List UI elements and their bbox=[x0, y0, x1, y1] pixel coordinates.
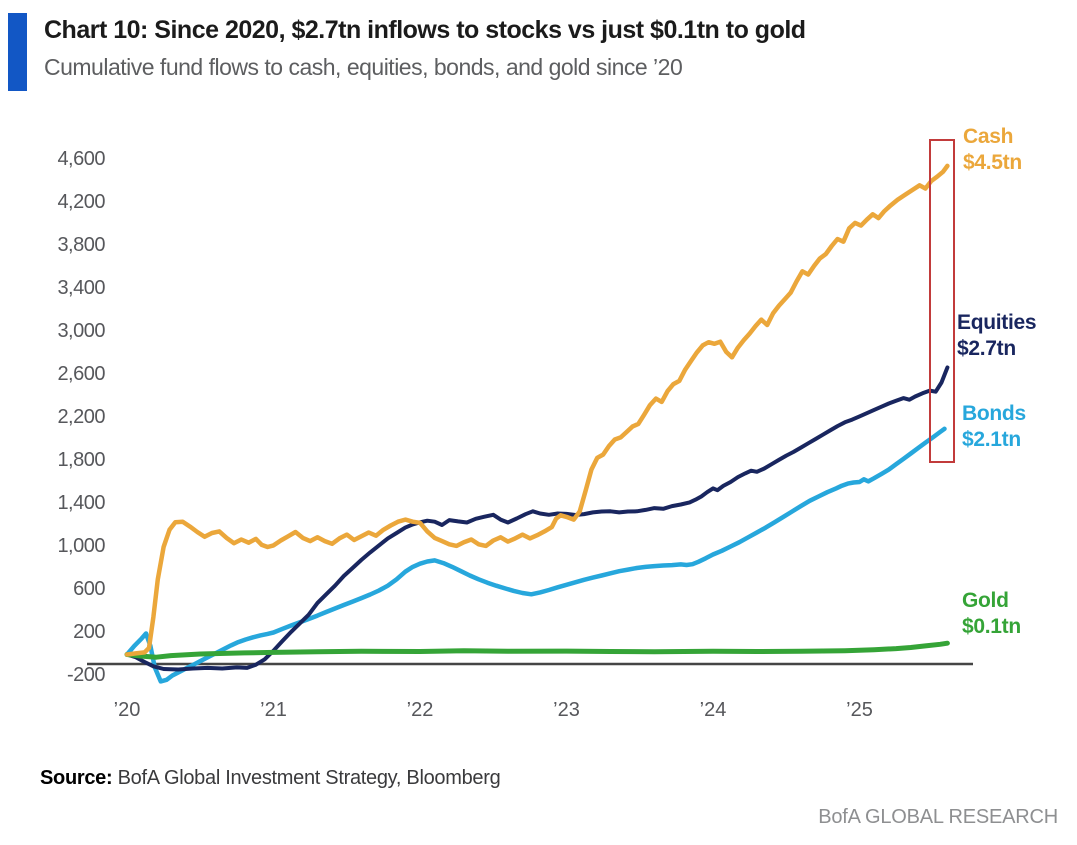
equities-series-name: Equities bbox=[957, 311, 1037, 334]
source-line: Source: BofA Global Investment Strategy,… bbox=[40, 767, 501, 790]
y-axis-tick-label: 4,600 bbox=[57, 148, 105, 170]
x-axis-tick-label: ’25 bbox=[846, 699, 873, 721]
x-axis-tick-label: ’23 bbox=[553, 699, 580, 721]
equities-series-label: Equities $2.7tn bbox=[957, 310, 1037, 362]
chart-title: Chart 10: Since 2020, $2.7tn inflows to … bbox=[44, 16, 806, 44]
y-axis-tick-label: 4,200 bbox=[57, 191, 105, 213]
y-axis-tick-label: 3,000 bbox=[57, 320, 105, 342]
y-axis-tick-label: 3,400 bbox=[57, 277, 105, 299]
y-axis-tick-label: 3,800 bbox=[57, 234, 105, 256]
source-label: Source: bbox=[40, 767, 113, 789]
y-axis-tick-label: 600 bbox=[73, 578, 105, 600]
bonds-series-value: $2.1tn bbox=[962, 428, 1021, 451]
y-axis-tick-label: 2,200 bbox=[57, 406, 105, 428]
accent-bar bbox=[8, 13, 27, 91]
y-axis-tick-label: 200 bbox=[73, 621, 105, 643]
y-axis-tick-label: 1,800 bbox=[57, 449, 105, 471]
highlight-box bbox=[929, 139, 955, 463]
cash-series-value: $4.5tn bbox=[963, 151, 1022, 174]
x-axis-tick-label: ’21 bbox=[260, 699, 287, 721]
gold-series-value: $0.1tn bbox=[962, 615, 1021, 638]
y-axis-tick-label: 1,000 bbox=[57, 535, 105, 557]
x-axis-tick-label: ’24 bbox=[699, 699, 727, 721]
y-axis-tick-label: 2,600 bbox=[57, 363, 105, 385]
bonds-series-name: Bonds bbox=[962, 402, 1026, 425]
equities-series-value: $2.7tn bbox=[957, 337, 1016, 360]
x-axis-tick-label: ’20 bbox=[113, 699, 141, 721]
chart-subtitle: Cumulative fund flows to cash, equities,… bbox=[44, 54, 683, 80]
x-axis-tick-label: ’22 bbox=[406, 699, 434, 721]
cash-series-label: Cash $4.5tn bbox=[963, 124, 1022, 176]
y-axis-tick-label: -200 bbox=[66, 664, 106, 686]
brand-mark: BofA GLOBAL RESEARCH bbox=[818, 806, 1058, 828]
gold-series-label: Gold $0.1tn bbox=[962, 588, 1021, 640]
gold-series-name: Gold bbox=[962, 589, 1009, 612]
cash-series-name: Cash bbox=[963, 125, 1014, 148]
bonds-series-label: Bonds $2.1tn bbox=[962, 401, 1026, 453]
y-axis-tick-label: 1,400 bbox=[57, 492, 105, 514]
source-text: BofA Global Investment Strategy, Bloombe… bbox=[112, 767, 501, 789]
